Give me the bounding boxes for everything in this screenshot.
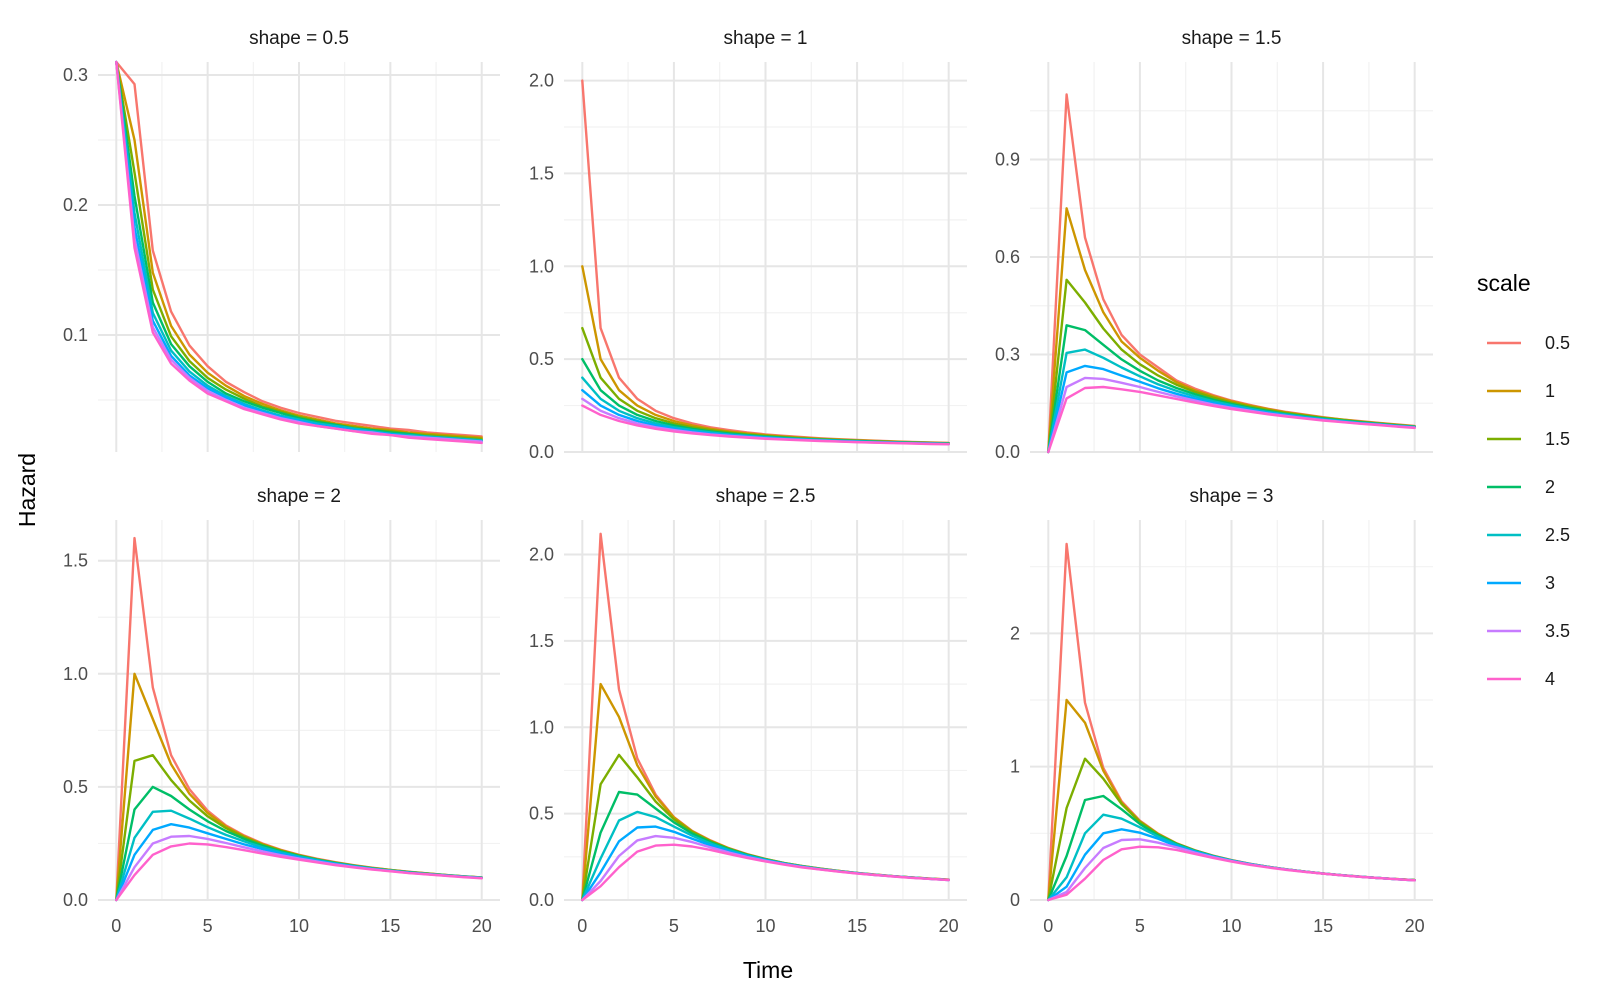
x-axis-title: Time [743,957,793,983]
series-line-scale-4 [1047,845,1416,902]
facet-strip-label: shape = 2 [257,486,341,507]
facet-panel-3: shape = 1.5 0.0 0.3 0.6 0.9 [995,28,1433,462]
y-tick-label: 0.5 [529,349,554,369]
y-tick-label: 1.0 [529,256,554,276]
y-tick-label: 0.6 [995,247,1020,267]
facet-strip-label: shape = 0.5 [249,28,349,49]
y-tick-label: 0.5 [529,804,554,824]
legend-label: 2.5 [1545,525,1570,545]
x-tick-label: 20 [472,916,492,936]
x-tick-label: 0 [577,916,587,936]
series-line-scale-4 [115,842,483,902]
x-tick-label: 10 [289,916,309,936]
x-tick-label: 15 [1313,916,1333,936]
series-line-scale-2-5 [115,60,483,442]
legend-label: 4 [1545,669,1555,689]
y-tick-label: 0.0 [529,442,554,462]
y-tick-label: 0.3 [995,345,1020,365]
legend-label: 3.5 [1545,621,1570,641]
x-tick-label: 10 [755,916,775,936]
series-line-scale-3-5 [115,60,483,443]
y-tick-label: 2.0 [529,71,554,91]
series-line-scale-1 [115,60,483,439]
panels-layer: shape = 0.5 0.1 0.2 0.3 shape = 1 0.0 0.5 1.0 1.… [63,28,1433,936]
y-tick-label: 0.2 [63,195,88,215]
x-tick-label: 10 [1221,916,1241,936]
facet-panel-5: shape = 2.5 0.0 0.5 1.0 1.5 2.0 0 5 10 15 20 [529,486,967,936]
series-line-scale-4 [581,843,950,902]
x-tick-label: 5 [1135,916,1145,936]
series-line-scale-4 [1047,385,1416,454]
y-tick-label: 0.5 [63,777,88,797]
facet-panel-1: shape = 0.5 0.1 0.2 0.3 [63,28,500,452]
y-tick-label: 1.0 [529,717,554,737]
x-tick-label: 5 [669,916,679,936]
legend: scale 0.5 1 1.5 2 2.5 3 3.5 4 [1477,270,1570,689]
y-tick-label: 0.1 [63,325,88,345]
y-tick-label: 0.3 [63,65,88,85]
legend-label: 2 [1545,477,1555,497]
y-tick-label: 1.5 [529,631,554,651]
legend-label: 0.5 [1545,333,1570,353]
series-line-scale-4 [581,404,950,446]
y-tick-label: 0.9 [995,150,1020,170]
x-tick-label: 20 [1405,916,1425,936]
legend-title: scale [1477,270,1531,296]
y-tick-label: 0 [1010,890,1020,910]
x-tick-label: 15 [380,916,400,936]
facet-strip-label: shape = 1 [724,28,808,49]
y-tick-label: 0.0 [529,890,554,910]
x-tick-label: 5 [203,916,213,936]
facet-strip-label: shape = 2.5 [716,486,816,507]
y-tick-label: 0.0 [63,890,88,910]
y-tick-label: 1.5 [529,163,554,183]
x-tick-label: 0 [1043,916,1053,936]
y-tick-label: 1.5 [63,551,88,571]
legend-items: 0.5 1 1.5 2 2.5 3 3.5 4 [1487,333,1570,689]
y-tick-label: 2 [1010,623,1020,643]
legend-label: 3 [1545,573,1555,593]
facet-strip-label: shape = 3 [1190,486,1274,507]
legend-label: 1.5 [1545,429,1570,449]
y-tick-label: 1.0 [63,664,88,684]
x-tick-label: 0 [111,916,121,936]
x-tick-label: 15 [847,916,867,936]
series-line-scale-0-5 [115,60,483,438]
y-tick-label: 1 [1010,757,1020,777]
facet-panel-4: shape = 2 0.0 0.5 1.0 1.5 0 5 10 15 20 [63,486,500,936]
x-tick-label: 20 [939,916,959,936]
y-axis-title: Hazard [14,453,40,527]
facet-panel-2: shape = 1 0.0 0.5 1.0 1.5 2.0 [529,28,967,462]
y-tick-label: 2.0 [529,545,554,565]
legend-label: 1 [1545,381,1555,401]
y-tick-label: 0.0 [995,442,1020,462]
series-line-scale-4 [115,60,483,445]
facet-strip-label: shape = 1.5 [1182,28,1282,49]
